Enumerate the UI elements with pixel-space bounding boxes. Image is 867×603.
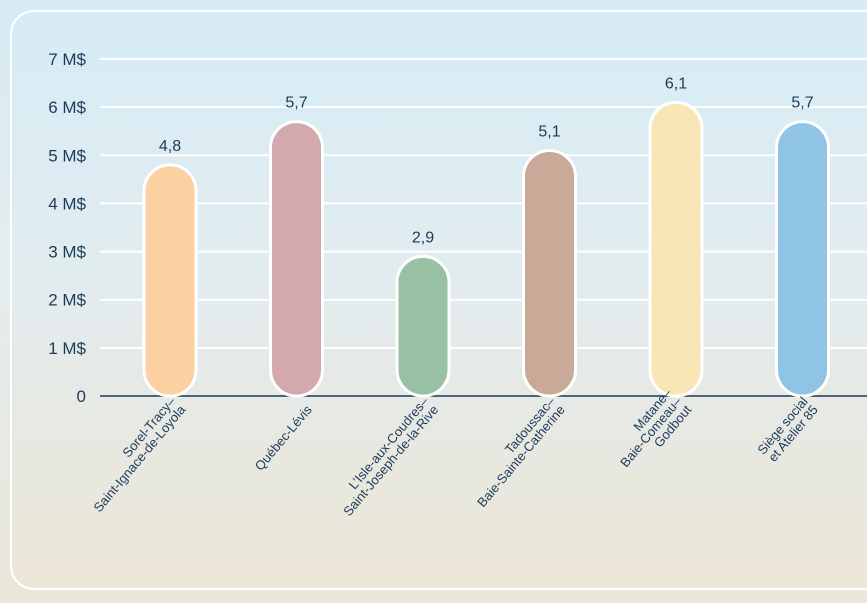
bar[interactable] (142, 163, 198, 398)
data-label: 2,9 (412, 229, 434, 246)
bar[interactable] (648, 100, 704, 398)
data-label: 5,1 (538, 123, 560, 140)
y-tick-label: 4 M$ (48, 194, 86, 213)
y-tick-label: 3 M$ (48, 243, 86, 262)
bar[interactable] (775, 120, 830, 398)
category-label-line: Saint-Ignace-de-Loyola (90, 402, 188, 515)
category-label-line: L’Isle-aux-Coudres– (346, 393, 432, 492)
category-label: Tadoussac–Baie-Sainte-Catherine (474, 393, 568, 510)
bar[interactable] (269, 120, 324, 398)
y-tick-label: 7 M$ (48, 50, 86, 69)
bar[interactable] (395, 254, 451, 398)
data-label: 4,8 (159, 138, 181, 155)
y-tick-label: 0 (77, 387, 86, 406)
y-tick-label: 6 M$ (48, 98, 86, 117)
category-label: Matane–Baie-Comeau–Godbout (617, 385, 694, 470)
category-label: L’Isle-aux-Coudres–Saint-Joseph-de-la-Ri… (340, 393, 441, 518)
data-label: 5,7 (285, 95, 307, 112)
y-tick-label: 5 M$ (48, 146, 86, 165)
category-label-line: Québec-Lévis (252, 402, 315, 473)
category-label-line: Saint-Joseph-de-la-Rive (340, 402, 441, 518)
category-label: Québec-Lévis (252, 402, 315, 473)
y-tick-label: 2 M$ (48, 291, 86, 310)
data-label: 5,7 (791, 95, 813, 112)
bar[interactable] (522, 148, 577, 398)
category-label: Sorel-Tracy–Saint-Ignace-de-Loyola (90, 393, 188, 515)
category-label-line: Baie-Sainte-Catherine (474, 402, 568, 510)
data-label: 6,1 (665, 75, 687, 92)
y-tick-label: 1 M$ (48, 339, 86, 358)
